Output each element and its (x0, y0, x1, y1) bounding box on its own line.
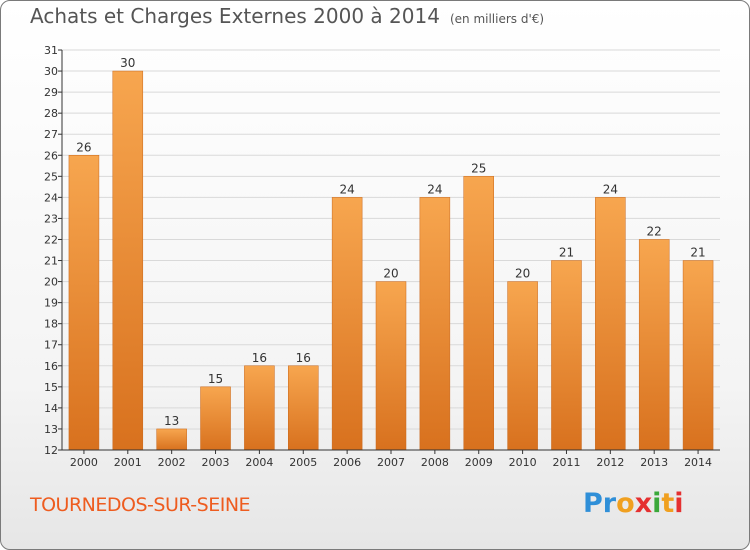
logo-letter: P (583, 488, 603, 519)
x-tick-label: 2001 (114, 456, 142, 469)
x-tick-label: 2003 (202, 456, 230, 469)
chart-subtitle: (en milliers d'€) (449, 12, 545, 26)
x-tick-label: 2002 (158, 456, 186, 469)
x-tick-label: 2006 (333, 456, 361, 469)
bar-2002[interactable] (156, 428, 187, 451)
logo-letter: r (602, 488, 617, 519)
value-label: 16 (252, 351, 267, 365)
x-tick-label: 2012 (596, 456, 624, 469)
bar-2001[interactable] (112, 70, 144, 451)
chart-title: Achats et Charges Externes 2000 à 2014 (e… (30, 4, 544, 36)
bar-2007[interactable] (375, 281, 407, 451)
y-tick-label: 15 (44, 381, 58, 394)
x-tick-label: 2000 (70, 456, 98, 469)
bar-2009[interactable] (463, 176, 494, 451)
value-label: 24 (603, 182, 618, 196)
value-label: 24 (339, 182, 354, 196)
y-tick-label: 30 (44, 65, 58, 78)
x-tick-label: 2008 (421, 456, 449, 469)
y-tick-label: 26 (44, 149, 58, 162)
y-tick-label: 20 (44, 276, 58, 289)
bar-2010[interactable] (507, 281, 538, 451)
y-tick-label: 24 (44, 191, 58, 204)
value-label: 20 (383, 267, 398, 281)
y-tick-label: 13 (44, 423, 58, 436)
y-tick-label: 23 (44, 212, 58, 225)
value-label: 26 (76, 140, 91, 154)
chart-title-text: Achats et Charges Externes 2000 à 2014 (30, 4, 440, 28)
proxiti-logo[interactable]: Proxiti (583, 488, 684, 519)
value-label: 13 (164, 414, 179, 428)
bar-2005[interactable] (288, 365, 319, 451)
value-label: 20 (515, 267, 530, 281)
town-name: TOURNEDOS-SUR-SEINE (30, 494, 251, 516)
y-tick-label: 29 (44, 86, 58, 99)
bar-2014[interactable] (682, 260, 714, 451)
y-tick-label: 12 (44, 444, 58, 457)
x-tick-label: 2007 (377, 456, 405, 469)
bar-2006[interactable] (331, 197, 363, 451)
logo-letter: o (616, 488, 635, 519)
value-label: 21 (559, 246, 574, 260)
value-label: 21 (690, 246, 705, 260)
bar-2003[interactable] (200, 386, 231, 451)
y-tick-label: 17 (44, 339, 58, 352)
value-label: 22 (647, 224, 662, 238)
x-tick-label: 2011 (552, 456, 580, 469)
value-label: 15 (208, 372, 223, 386)
labels: 2000 26 2001 30 2002 13 2003 15 2004 16 2005 16 2006… (70, 56, 712, 469)
y-tick-label: 19 (44, 297, 58, 310)
value-label: 24 (427, 182, 442, 196)
y-tick-label: 31 (44, 44, 58, 57)
bar-2011[interactable] (551, 260, 582, 451)
bar-2008[interactable] (419, 197, 451, 451)
y-tick-label: 22 (44, 233, 58, 246)
x-tick-label: 2004 (245, 456, 273, 469)
x-tick-label: 2013 (640, 456, 668, 469)
bar-2004[interactable] (244, 365, 275, 451)
y-tick-label: 14 (44, 402, 58, 415)
y-tick-label: 21 (44, 255, 58, 268)
bar-2012[interactable] (595, 197, 626, 451)
x-tick-label: 2010 (509, 456, 537, 469)
y-tick-label: 25 (44, 170, 58, 183)
y-tick-label: 18 (44, 318, 58, 331)
bars (68, 70, 714, 451)
bar-2013[interactable] (638, 239, 670, 451)
value-label: 16 (296, 351, 311, 365)
x-tick-label: 2005 (289, 456, 317, 469)
x-tick-label: 2014 (684, 456, 712, 469)
logo-letter: x (634, 488, 653, 519)
x-tick-label: 2009 (465, 456, 493, 469)
y-tick-label: 16 (44, 360, 58, 373)
logo-letter: i (674, 488, 684, 519)
axes: 12 13 14 15 16 17 18 19 20 21 22 23 24 25 26 27 28 29 30 31 (44, 44, 720, 457)
y-tick-label: 28 (44, 107, 58, 120)
y-tick-label: 27 (44, 128, 58, 141)
bar-2000[interactable] (68, 155, 100, 451)
value-label: 30 (120, 56, 135, 70)
logo-letter: i (652, 488, 662, 519)
logo-letter: t (661, 488, 675, 519)
value-label: 25 (471, 161, 486, 175)
